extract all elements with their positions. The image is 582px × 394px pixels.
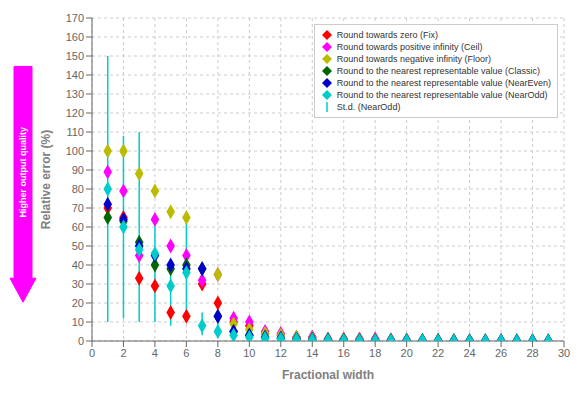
- svg-text:30: 30: [558, 347, 570, 359]
- svg-text:130: 130: [66, 88, 84, 100]
- html-text:Round to the nearest represent: Round to the nearest representable value…: [336, 78, 551, 88]
- html-text:Round to the nearest represent: Round to the nearest representable value…: [336, 66, 540, 76]
- svg-text:16: 16: [338, 347, 350, 359]
- html-text:Round towards positive infinit: Round towards positive infinity (Ceil): [336, 42, 483, 52]
- svg-text:10: 10: [243, 347, 255, 359]
- html-text:St.d. (NearOdd): St.d. (NearOdd): [336, 102, 401, 112]
- svg-text:150: 150: [66, 50, 84, 62]
- svg-text:4: 4: [152, 347, 158, 359]
- svg-text:14: 14: [306, 347, 318, 359]
- svg-text:80: 80: [72, 183, 84, 195]
- html-text:Round towards zero (Fix): Round towards zero (Fix): [336, 30, 438, 40]
- html-text:Round to the nearest represent: Round to the nearest representable value…: [336, 90, 548, 100]
- svg-text:20: 20: [401, 347, 413, 359]
- svg-text:12: 12: [275, 347, 287, 359]
- svg-text:Fractional width: Fractional width: [282, 368, 374, 382]
- svg-text:170: 170: [66, 12, 84, 24]
- svg-text:10: 10: [72, 316, 84, 328]
- svg-text:0: 0: [78, 335, 84, 347]
- svg-text:90: 90: [72, 164, 84, 176]
- svg-text:2: 2: [120, 347, 126, 359]
- svg-text:22: 22: [432, 347, 444, 359]
- html-text:Round towards negative infinit: Round towards negative infinity (Floor): [336, 54, 491, 64]
- svg-text:100: 100: [66, 145, 84, 157]
- svg-text:140: 140: [66, 69, 84, 81]
- svg-text:0: 0: [89, 347, 95, 359]
- svg-text:Relative error (%): Relative error (%): [39, 130, 53, 229]
- svg-text:24: 24: [463, 347, 475, 359]
- svg-text:18: 18: [369, 347, 381, 359]
- svg-text:28: 28: [526, 347, 538, 359]
- svg-text:70: 70: [72, 202, 84, 214]
- svg-text:120: 120: [66, 107, 84, 119]
- svg-text:6: 6: [183, 347, 189, 359]
- svg-text:160: 160: [66, 31, 84, 43]
- svg-text:20: 20: [72, 297, 84, 309]
- svg-text:30: 30: [72, 278, 84, 290]
- svg-text:50: 50: [72, 240, 84, 252]
- svg-text:Higher output quality: Higher output quality: [18, 127, 28, 218]
- svg-text:60: 60: [72, 221, 84, 233]
- svg-text:40: 40: [72, 259, 84, 271]
- svg-text:8: 8: [215, 347, 221, 359]
- svg-text:110: 110: [66, 126, 84, 138]
- svg-text:26: 26: [495, 347, 507, 359]
